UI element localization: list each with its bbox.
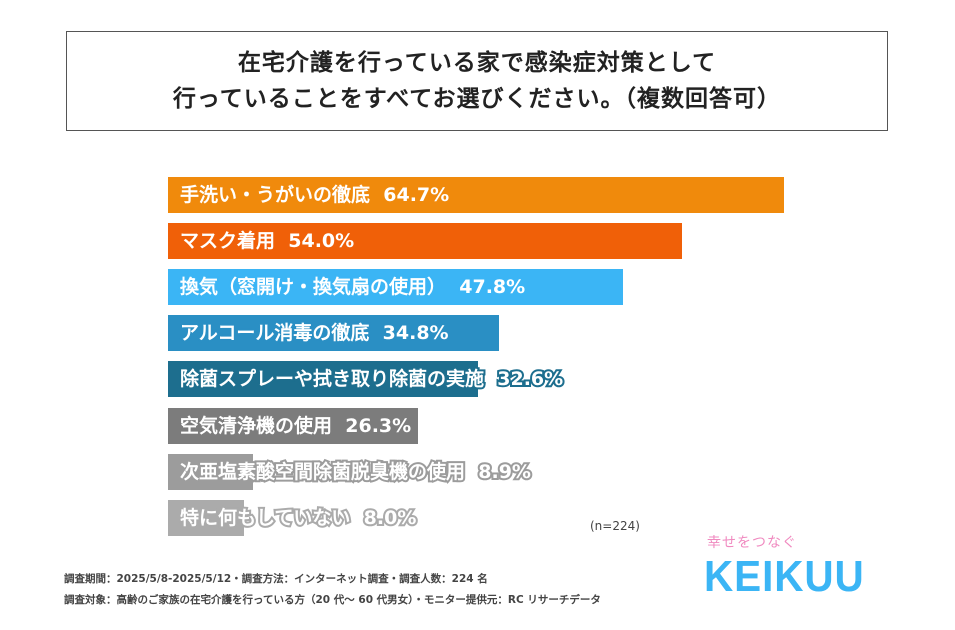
footnote-survey-period: 調査期間：2025/5/8-2025/5/12・調査方法：インターネット調査・調… (64, 573, 488, 585)
value-label: 64.7% (381, 182, 451, 208)
category-label: 次亜塩素酸空間除菌脱臭機の使用 (178, 459, 467, 485)
bar-label-7: 特に何もしていない 8.0% (178, 500, 419, 536)
category-label: 空気清浄機の使用 (178, 413, 334, 439)
value-label: 8.0% (362, 505, 419, 531)
bar-label-2: 換気（窓開け・換気扇の使用） 47.8% (178, 269, 527, 305)
value-label: 8.9% (476, 459, 533, 485)
bar-7 (168, 499, 245, 536)
bar-label-5: 空気清浄機の使用 26.3% (178, 408, 413, 444)
footnote-survey-target: 調査対象：高齢のご家族の在宅介護を行っている方（20 代～ 60 代男女）・モニ… (64, 594, 601, 606)
category-label: 換気（窓開け・換気扇の使用） (178, 274, 448, 300)
chart-title: 在宅介護を行っている家で感染症対策として 行っていることをすべてお選びください。… (66, 31, 888, 131)
value-label: 34.8% (381, 320, 451, 346)
bar-3 (168, 315, 500, 352)
bar-label-3: アルコール消毒の徹底 34.8% (178, 315, 451, 351)
value-label: 54.0% (286, 228, 356, 254)
category-label: 除菌スプレーや拭き取り除菌の実施 (178, 366, 486, 392)
bar-6 (168, 453, 253, 490)
sample-size-label: (n=224) (590, 519, 640, 533)
bar-label-0: 手洗い・うがいの徹底 64.7% (178, 177, 451, 213)
value-label: 32.6% (495, 366, 565, 392)
bar-label-6: 次亜塩素酸空間除菌脱臭機の使用 8.9% (178, 454, 533, 490)
logo-tagline: 幸せをつなぐ (707, 535, 797, 551)
bar-2 (168, 269, 624, 306)
category-label: アルコール消毒の徹底 (178, 320, 371, 346)
title-line-2: 行っていることをすべてお選びください。（複数回答可） (172, 86, 782, 112)
bar-0 (168, 177, 784, 213)
category-label: 手洗い・うがいの徹底 (178, 182, 372, 208)
bar-4 (168, 361, 479, 398)
category-label: 特に何もしていない (178, 505, 352, 531)
keikuu-logo: KEIKUU (704, 552, 865, 601)
value-label: 26.3% (343, 413, 413, 439)
bar-5 (168, 407, 419, 444)
bar-label-1: マスク着用 54.0% (178, 223, 356, 259)
category-label: マスク着用 (178, 228, 277, 254)
bar-label-4: 除菌スプレーや拭き取り除菌の実施 32.6% (178, 361, 565, 397)
bar-1 (168, 223, 683, 260)
title-line-1: 在宅介護を行っている家で感染症対策として (237, 50, 717, 76)
value-label: 47.8% (457, 274, 527, 300)
